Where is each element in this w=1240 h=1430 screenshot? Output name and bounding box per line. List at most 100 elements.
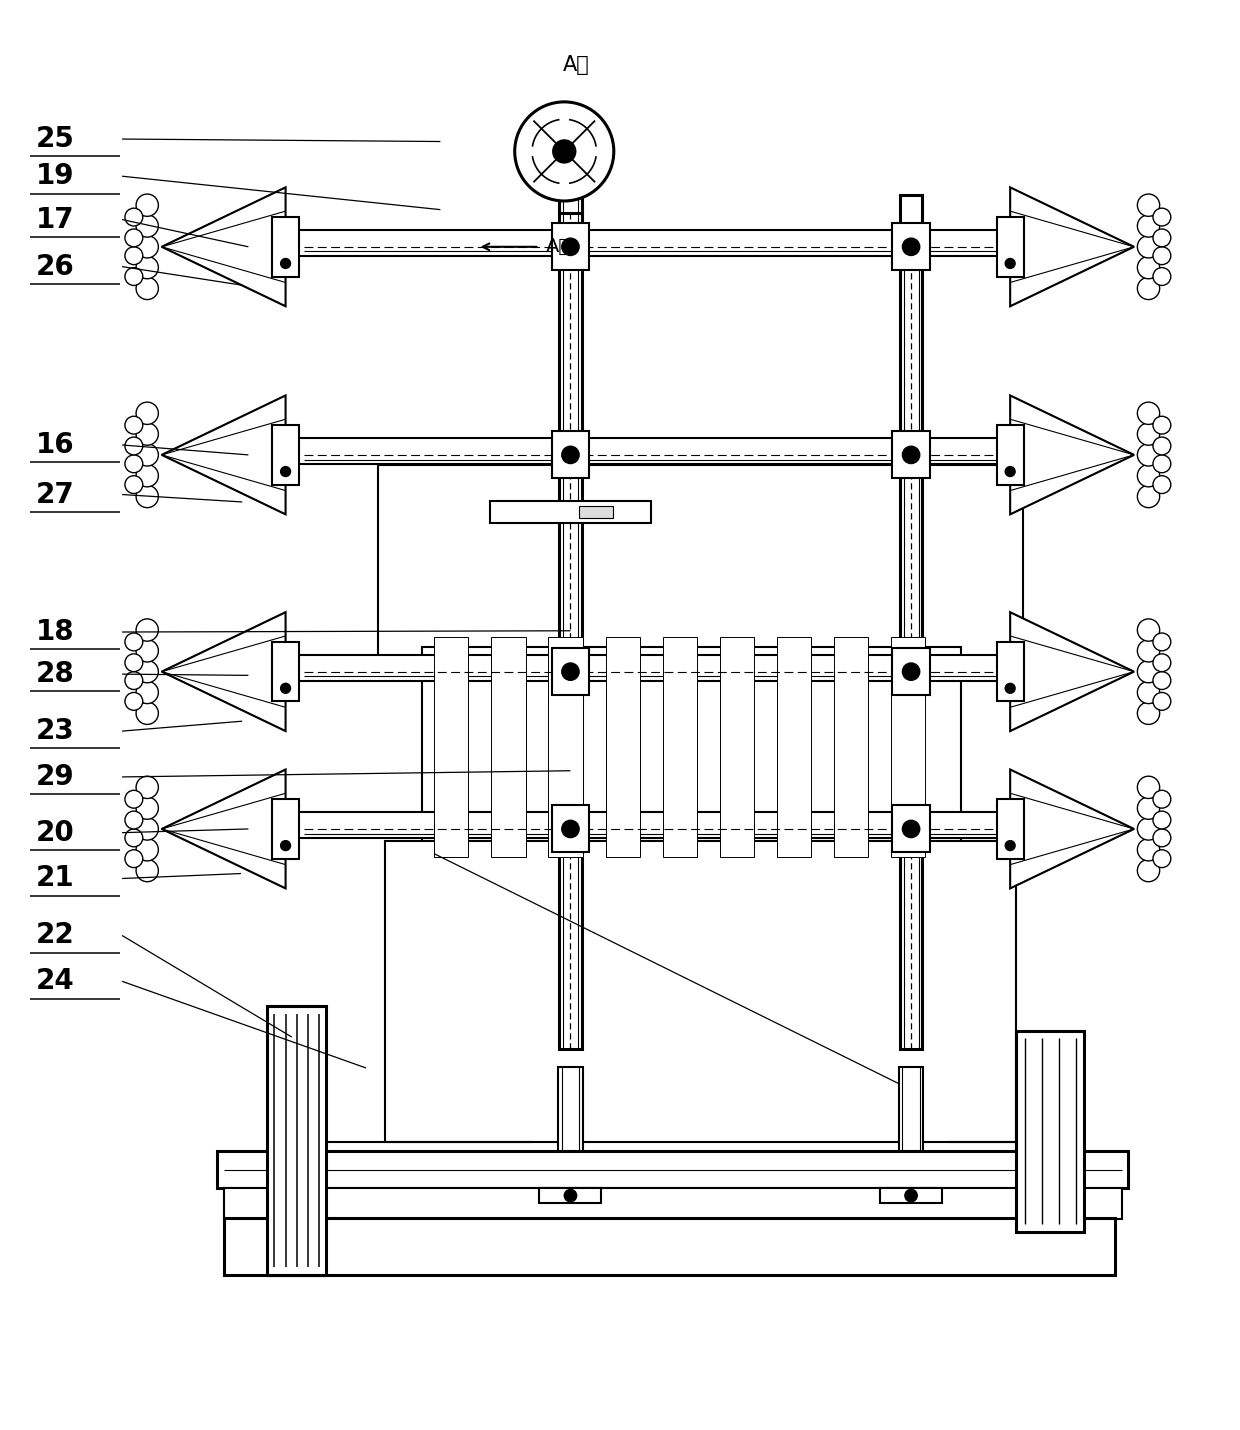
Text: 27: 27 <box>36 480 74 509</box>
Circle shape <box>136 797 159 819</box>
Bar <box>223 1188 1122 1220</box>
Circle shape <box>1137 485 1159 508</box>
Bar <box>490 500 651 523</box>
Circle shape <box>1137 661 1159 682</box>
Circle shape <box>125 455 143 473</box>
Circle shape <box>1153 849 1171 868</box>
Bar <box>997 642 1024 701</box>
Circle shape <box>903 239 920 256</box>
Circle shape <box>136 661 159 682</box>
Circle shape <box>125 692 143 711</box>
Circle shape <box>564 1190 577 1201</box>
Text: 16: 16 <box>36 430 74 459</box>
Text: 18: 18 <box>36 618 74 646</box>
Bar <box>298 655 1029 681</box>
Circle shape <box>125 476 143 493</box>
Circle shape <box>903 664 920 681</box>
Circle shape <box>136 256 159 279</box>
Circle shape <box>1137 797 1159 819</box>
Circle shape <box>280 841 290 851</box>
Bar <box>384 841 1017 1143</box>
Bar <box>491 636 526 858</box>
Bar <box>662 636 697 858</box>
Circle shape <box>1153 267 1171 286</box>
Bar <box>605 636 640 858</box>
Circle shape <box>1006 841 1016 851</box>
Circle shape <box>136 194 159 216</box>
Circle shape <box>125 811 143 829</box>
Circle shape <box>136 776 159 798</box>
Polygon shape <box>1011 396 1135 515</box>
Circle shape <box>1153 829 1171 847</box>
Bar <box>900 226 923 1050</box>
Circle shape <box>125 416 143 435</box>
Bar <box>835 636 868 858</box>
Bar <box>272 217 299 276</box>
Circle shape <box>136 485 159 508</box>
Circle shape <box>280 684 290 694</box>
Bar <box>298 438 1029 465</box>
Circle shape <box>1137 214 1159 237</box>
Text: 20: 20 <box>36 818 74 847</box>
Polygon shape <box>1011 612 1135 731</box>
Circle shape <box>1137 639 1159 662</box>
Circle shape <box>1153 791 1171 808</box>
Bar <box>434 636 469 858</box>
Circle shape <box>136 859 159 882</box>
Circle shape <box>125 633 143 651</box>
Bar <box>997 799 1024 858</box>
Circle shape <box>1153 416 1171 435</box>
Circle shape <box>1153 247 1171 265</box>
Bar <box>1017 1031 1085 1231</box>
Bar <box>552 648 589 695</box>
Bar <box>539 1188 601 1203</box>
Circle shape <box>136 639 159 662</box>
Circle shape <box>1153 692 1171 711</box>
Bar <box>552 805 589 852</box>
Bar <box>899 1067 924 1151</box>
Circle shape <box>1137 236 1159 257</box>
Bar <box>880 1188 942 1203</box>
Circle shape <box>1137 859 1159 882</box>
Circle shape <box>1137 619 1159 641</box>
Polygon shape <box>161 187 285 306</box>
Bar <box>997 217 1024 276</box>
Bar <box>558 1067 583 1151</box>
Bar <box>223 1218 1116 1276</box>
Circle shape <box>1153 476 1171 493</box>
Circle shape <box>1153 672 1171 689</box>
Text: 26: 26 <box>36 253 74 280</box>
Text: A向: A向 <box>563 54 590 74</box>
Circle shape <box>1137 838 1159 861</box>
Polygon shape <box>161 769 285 888</box>
Bar <box>272 799 299 858</box>
Circle shape <box>1006 466 1016 476</box>
Circle shape <box>136 443 159 466</box>
Text: 28: 28 <box>36 661 74 688</box>
Text: 25: 25 <box>36 124 74 153</box>
Bar <box>217 1151 1128 1188</box>
Bar <box>777 636 811 858</box>
Circle shape <box>280 259 290 269</box>
Bar <box>552 223 589 270</box>
Circle shape <box>1153 229 1171 247</box>
Circle shape <box>1153 209 1171 226</box>
Bar <box>378 465 1023 662</box>
Bar <box>893 805 930 852</box>
Circle shape <box>1137 681 1159 704</box>
Text: 21: 21 <box>36 865 74 892</box>
Circle shape <box>1137 256 1159 279</box>
Bar <box>893 223 930 270</box>
Circle shape <box>1137 702 1159 725</box>
Circle shape <box>136 402 159 425</box>
Bar <box>579 506 614 518</box>
Circle shape <box>1137 402 1159 425</box>
Circle shape <box>903 821 920 838</box>
Bar <box>298 230 1029 256</box>
Circle shape <box>905 1190 918 1201</box>
Bar <box>552 432 589 479</box>
Circle shape <box>136 214 159 237</box>
Bar <box>893 648 930 695</box>
Circle shape <box>1153 455 1171 473</box>
Circle shape <box>136 681 159 704</box>
